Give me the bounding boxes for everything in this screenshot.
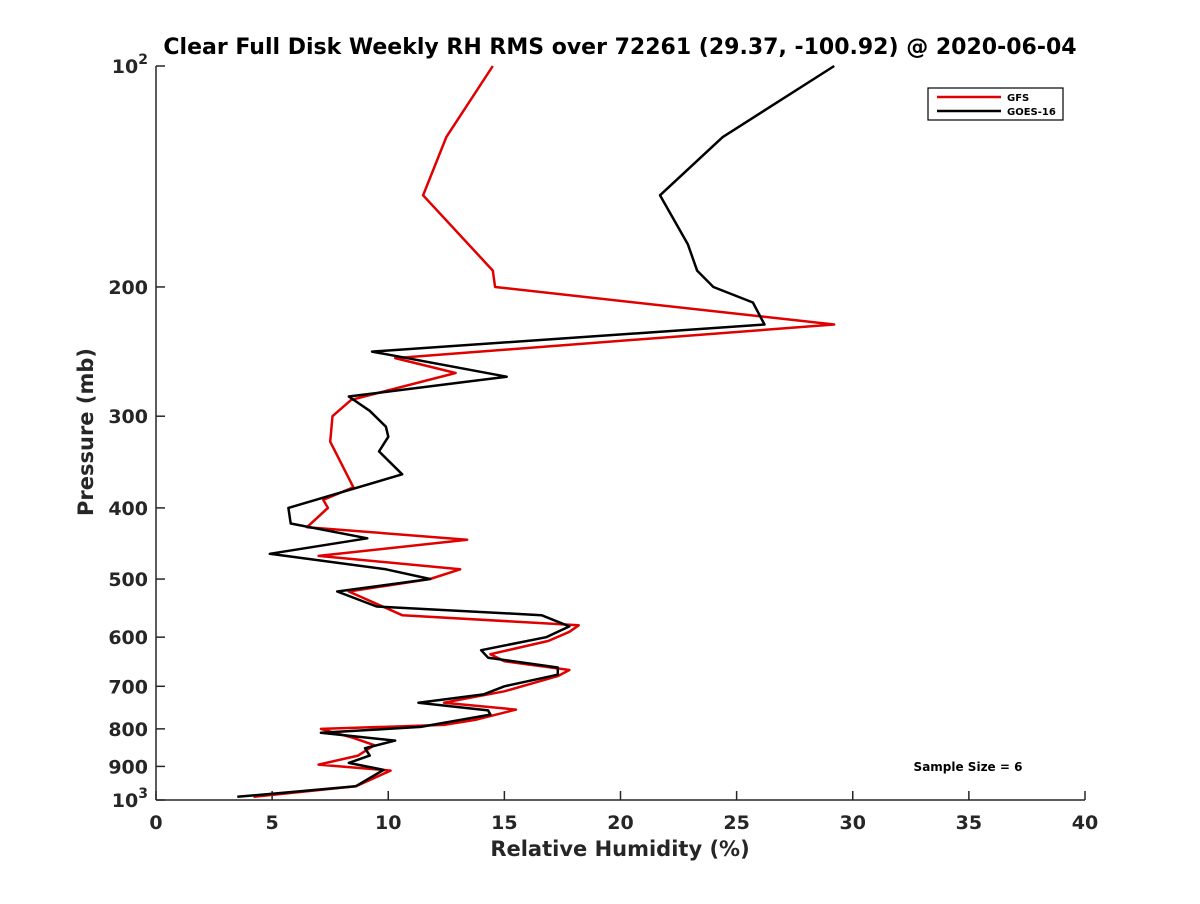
x-tick-label: 25 <box>723 812 749 834</box>
series-layer <box>237 64 836 799</box>
x-tick-label: 0 <box>149 812 162 834</box>
y-tick-label: 800 <box>108 719 148 741</box>
y-tick-label: 700 <box>108 676 148 698</box>
y-tick-label: 400 <box>108 498 148 520</box>
sample-size-annotation: Sample Size = 6 <box>914 760 1023 774</box>
y-tick-label: 200 <box>108 277 148 299</box>
axes: 0 5 10 15 20 25 30 35 40 102 200 300 400 500 600 700 800… <box>108 52 1098 834</box>
series-line-goes-16 <box>237 64 835 799</box>
x-tick-label: 40 <box>1072 812 1098 834</box>
x-tick-label: 5 <box>266 812 279 834</box>
legend-box <box>927 87 1064 121</box>
y-tick-label: 300 <box>108 406 148 428</box>
x-tick-label: 30 <box>840 812 866 834</box>
y-tick-label: 102 <box>112 52 148 78</box>
x-tick-label: 15 <box>491 812 517 834</box>
series-line-gfs <box>253 65 836 799</box>
x-tick-label: 10 <box>375 812 401 834</box>
x-tick-label: 35 <box>956 812 982 834</box>
x-tick-label: 20 <box>607 812 633 834</box>
legend: GFS GOES-16 <box>927 87 1064 121</box>
legend-label: GOES-16 <box>1007 107 1056 118</box>
x-axis-label: Relative Humidity (%) <box>490 837 749 861</box>
y-tick-label: 500 <box>108 569 148 591</box>
legend-label: GFS <box>1007 93 1029 104</box>
y-tick-label: 900 <box>108 756 148 778</box>
y-tick-label: 103 <box>112 786 148 812</box>
chart-title: Clear Full Disk Weekly RH RMS over 72261… <box>163 35 1076 60</box>
y-tick-label: 600 <box>108 627 148 649</box>
y-axis-label: Pressure (mb) <box>74 348 98 516</box>
